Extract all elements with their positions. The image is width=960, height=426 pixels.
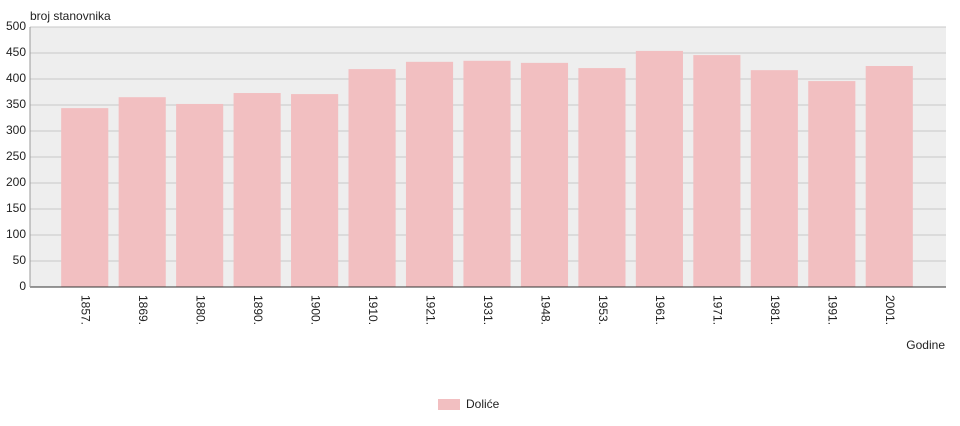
- y-tick-label: 450: [6, 45, 26, 59]
- x-tick-label: 1921.: [423, 295, 437, 325]
- y-tick-label: 400: [6, 71, 26, 85]
- bar: [635, 50, 683, 287]
- bar: [693, 55, 741, 287]
- x-tick-label: 1971.: [711, 295, 725, 325]
- y-axis-label: broj stanovnika: [30, 9, 111, 23]
- bar: [405, 61, 454, 288]
- x-tick-label: 1953.: [596, 295, 610, 325]
- y-tick-label: 500: [6, 19, 26, 33]
- x-tick-label: 2001.: [883, 295, 897, 325]
- bar: [176, 103, 224, 288]
- y-tick-label: 150: [6, 201, 26, 215]
- y-tick-label: 200: [6, 175, 26, 189]
- legend-label: Doliće: [466, 397, 500, 411]
- x-tick-label: 1880.: [193, 295, 207, 325]
- x-axis-label: Godine: [906, 338, 945, 352]
- x-tick-label: 1890.: [251, 295, 265, 325]
- bar: [750, 70, 798, 287]
- x-tick-label: 1900.: [308, 295, 322, 325]
- x-tick-label: 1991.: [826, 295, 840, 325]
- bar: [291, 94, 339, 287]
- bar: [118, 97, 166, 287]
- y-tick-label: 350: [6, 97, 26, 111]
- bar: [808, 81, 856, 287]
- bar: [61, 108, 109, 288]
- x-tick-label: 1869.: [136, 295, 150, 325]
- bar: [865, 66, 913, 287]
- x-tick-label: 1931.: [481, 295, 495, 325]
- x-tick-label: 1961.: [653, 295, 667, 325]
- x-tick-label: 1910.: [366, 295, 380, 325]
- y-tick-label: 50: [13, 253, 27, 267]
- y-tick-label: 100: [6, 227, 26, 241]
- bar: [463, 60, 511, 287]
- bar: [578, 68, 626, 287]
- x-tick-label: 1857.: [79, 295, 93, 325]
- legend-swatch: [438, 399, 460, 410]
- y-tick-label: 0: [19, 279, 26, 293]
- bar: [233, 93, 281, 287]
- bar: [348, 69, 396, 288]
- y-tick-label: 250: [6, 149, 26, 163]
- bar: [520, 62, 569, 287]
- x-tick-label: 1981.: [768, 295, 782, 325]
- x-tick-label: 1948.: [538, 295, 552, 325]
- y-tick-label: 300: [6, 123, 26, 137]
